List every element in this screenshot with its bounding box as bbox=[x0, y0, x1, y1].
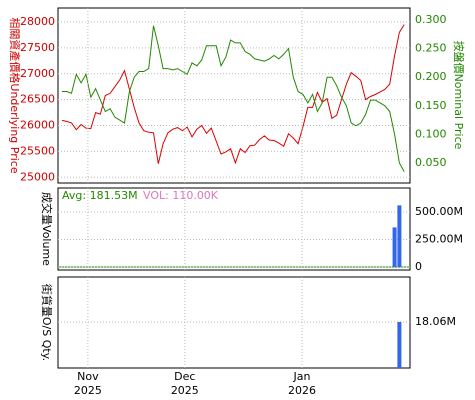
y-axis-label: 街貨量O/S Qty. bbox=[40, 284, 54, 361]
y-tick-label: 27000 bbox=[20, 67, 55, 80]
y2-tick-label: 0.300 bbox=[415, 13, 447, 26]
panel-frame bbox=[57, 7, 411, 184]
annotation: VOL: 110.00K bbox=[143, 189, 219, 202]
y-tick-label: 25500 bbox=[20, 144, 55, 157]
line-series bbox=[61, 24, 405, 165]
y-tick-label: 26000 bbox=[20, 119, 55, 132]
y-tick-label: 25000 bbox=[20, 170, 55, 183]
bar bbox=[392, 227, 397, 268]
y-axis-label: 相關資產價格Underlying Price bbox=[8, 17, 22, 173]
y2-tick-label: 0.250 bbox=[415, 42, 447, 55]
bar bbox=[397, 321, 402, 368]
x-tick-label-line: Nov bbox=[77, 370, 99, 383]
y2-tick-label: 0.150 bbox=[415, 99, 447, 112]
y2-tick-label: 0.050 bbox=[415, 156, 447, 169]
x-tick-label-line: Dec bbox=[174, 370, 195, 383]
y-tick-label: 26500 bbox=[20, 93, 55, 106]
panel-frame bbox=[57, 187, 411, 271]
y2-tick-label: 0.200 bbox=[415, 70, 447, 83]
y-tick-label: 27500 bbox=[20, 41, 55, 54]
y2-tick-label: 0.100 bbox=[415, 127, 447, 140]
x-tick-label-line: Jan bbox=[293, 370, 311, 383]
x-tick-label-line: 2025 bbox=[74, 384, 102, 397]
panel-frame bbox=[57, 276, 411, 369]
y-axis-label: 成交量Volume bbox=[40, 192, 54, 266]
x-tick-label: Jan 2026 bbox=[288, 370, 316, 397]
y2-tick-label: 250.00M bbox=[415, 233, 463, 246]
y2-tick-label: 500.00M bbox=[415, 205, 463, 218]
y-tick-label: 28000 bbox=[20, 15, 55, 28]
annotation: Avg: 181.53M bbox=[62, 189, 138, 202]
x-tick-label-line: 2025 bbox=[171, 384, 199, 397]
bar bbox=[397, 205, 402, 268]
x-tick-label: Nov 2025 bbox=[74, 370, 102, 397]
x-tick-label: Dec 2025 bbox=[171, 370, 199, 397]
y2-tick-label: 18.06M bbox=[415, 315, 456, 328]
x-tick-label-line: 2026 bbox=[288, 384, 316, 397]
y2-tick-label: 0 bbox=[415, 260, 422, 273]
y2-axis-label: 按盤價Nominal Price bbox=[452, 41, 466, 150]
line-series bbox=[61, 25, 405, 172]
